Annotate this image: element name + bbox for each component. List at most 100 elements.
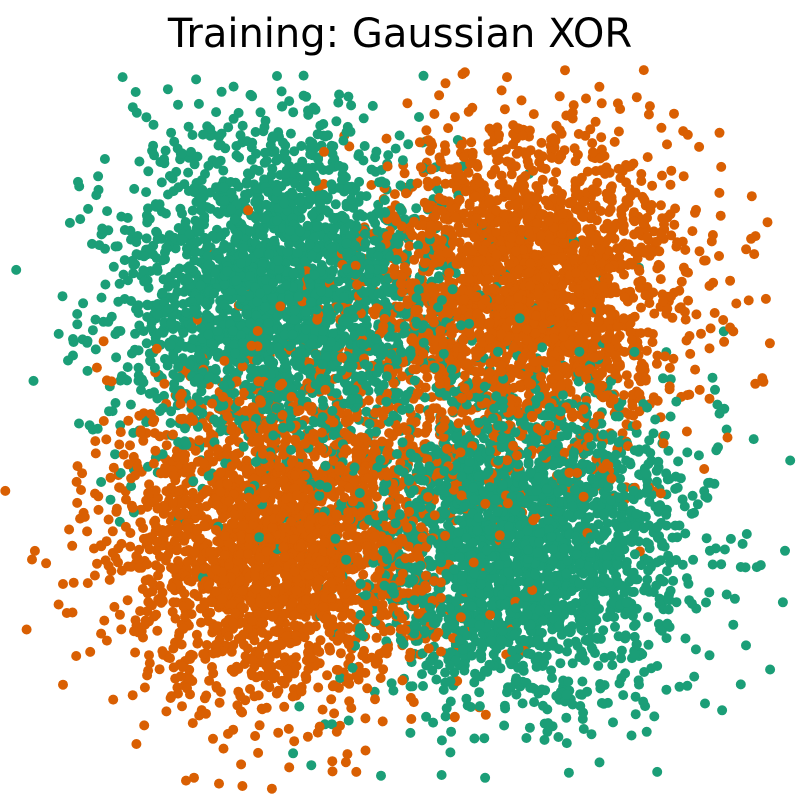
scatter-point-class-0 (298, 70, 309, 81)
scatter-point-class-0 (112, 241, 123, 252)
scatter-point-class-1 (144, 479, 155, 490)
scatter-point-class-0 (156, 177, 167, 188)
scatter-point-class-1 (317, 704, 328, 715)
scatter-point-class-1 (666, 165, 677, 176)
scatter-point-class-1 (179, 588, 190, 599)
scatter-point-class-1 (279, 701, 290, 712)
scatter-point-class-0 (183, 167, 194, 178)
scatter-point-class-0 (716, 559, 727, 570)
scatter-point-class-0 (163, 189, 173, 200)
scatter-point-class-1 (154, 431, 165, 442)
scatter-point-class-0 (626, 730, 637, 741)
scatter-point-class-1 (636, 302, 646, 313)
scatter-point-class-1 (425, 145, 436, 156)
scatter-point-class-0 (672, 482, 683, 493)
scatter-point-class-1 (187, 718, 198, 729)
scatter-point-class-1 (71, 651, 82, 661)
scatter-point-class-0 (665, 411, 676, 422)
scatter-point-class-0 (183, 121, 194, 132)
scatter-point-class-0 (180, 423, 190, 434)
scatter-point-class-1 (406, 714, 417, 724)
scatter-point-class-1 (621, 370, 632, 381)
scatter-point-class-0 (630, 709, 641, 720)
scatter-point-class-1 (98, 336, 109, 347)
scatter-point-class-1 (370, 694, 380, 705)
scatter-point-class-1 (496, 170, 507, 181)
scatter-point-class-0 (68, 334, 78, 344)
scatter-point-class-0 (96, 292, 107, 303)
scatter-point-class-0 (634, 679, 644, 690)
scatter-point-class-1 (528, 109, 539, 120)
scatter-point-class-0 (296, 141, 307, 151)
scatter-point-class-0 (141, 187, 152, 198)
scatter-point-class-1 (381, 133, 392, 144)
scatter-point-class-1 (236, 759, 247, 770)
scatter-point-class-1 (690, 364, 701, 375)
scatter-point-class-0 (563, 767, 574, 778)
scatter-point-class-1 (502, 455, 513, 466)
scatter-point-class-1 (169, 536, 180, 547)
scatter-point-class-0 (661, 520, 672, 531)
scatter-point-class-1 (536, 137, 547, 148)
scatter-point-class-0 (169, 136, 180, 147)
scatter-point-class-1 (581, 93, 591, 104)
scatter-point-class-0 (246, 154, 257, 165)
scatter-point-class-1 (641, 345, 652, 356)
scatter-point-class-0 (668, 575, 679, 586)
scatter-point-class-0 (129, 183, 140, 194)
scatter-point-class-1 (177, 701, 187, 712)
scatter-point-class-0 (517, 698, 528, 709)
scatter-point-class-1 (201, 690, 212, 701)
scatter-point-class-0 (547, 673, 557, 683)
scatter-point-class-1 (421, 125, 432, 136)
scatter-point-class-1 (680, 314, 691, 325)
scatter-point-class-0 (90, 344, 101, 355)
scatter-point-class-1 (340, 757, 351, 768)
scatter-point-class-0 (511, 689, 522, 700)
scatter-point-class-0 (704, 587, 715, 598)
scatter-point-class-0 (596, 698, 607, 708)
scatter-point-class-1 (284, 762, 295, 773)
scatter-point-class-1 (72, 497, 83, 508)
scatter-point-class-1 (114, 439, 125, 450)
scatter-point-class-1 (118, 449, 129, 460)
scatter-point-class-1 (327, 766, 338, 777)
scatter-point-class-1 (92, 558, 102, 569)
scatter-point-class-1 (714, 187, 725, 198)
scatter-point-class-1 (58, 679, 68, 690)
scatter-point-class-0 (474, 687, 485, 698)
scatter-point-class-0 (364, 418, 375, 429)
scatter-point-class-1 (68, 577, 79, 588)
scatter-point-class-0 (119, 225, 130, 235)
scatter-point-class-1 (362, 683, 373, 694)
scatter-point-class-0 (394, 130, 405, 141)
scatter-point-class-1 (90, 436, 101, 447)
scatter-point-class-0 (165, 418, 176, 428)
scatter-point-class-1 (414, 403, 425, 414)
scatter-point-class-1 (377, 716, 388, 727)
scatter-point-class-0 (725, 533, 736, 544)
scatter-point-class-0 (662, 566, 672, 577)
scatter-point-class-1 (313, 682, 324, 693)
scatter-point-class-0 (735, 562, 746, 572)
scatter-point-class-1 (161, 706, 172, 717)
scatter-point-class-0 (436, 735, 447, 746)
scatter-point-class-1 (715, 210, 726, 221)
scatter-point-class-1 (322, 670, 333, 681)
scatter-point-class-0 (689, 671, 700, 682)
scatter-point-class-1 (201, 708, 211, 719)
scatter-point-class-0 (710, 384, 720, 395)
scatter-point-class-1 (657, 170, 667, 181)
scatter-point-class-0 (346, 100, 357, 111)
scatter-point-class-0 (421, 711, 432, 722)
scatter-point-class-0 (673, 456, 684, 467)
scatter-points (0, 65, 796, 794)
scatter-point-class-0 (144, 348, 155, 359)
scatter-point-class-0 (674, 681, 685, 692)
scatter-point-class-1 (490, 164, 501, 175)
scatter-point-class-1 (116, 624, 127, 635)
scatter-point-class-1 (474, 328, 485, 339)
scatter-point-class-0 (524, 722, 535, 733)
scatter-point-class-0 (64, 217, 75, 228)
scatter-point-class-0 (704, 650, 715, 661)
